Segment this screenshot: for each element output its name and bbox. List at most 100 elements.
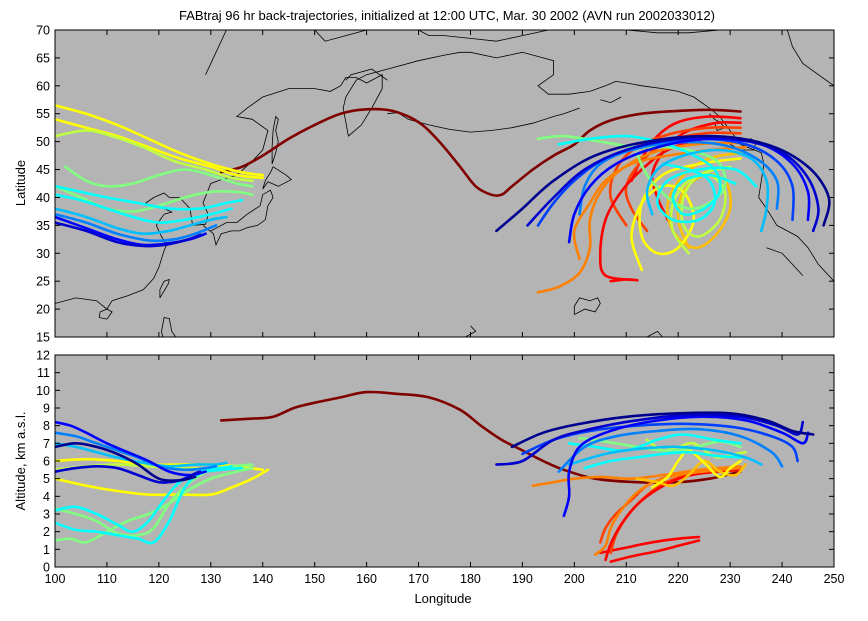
altitude-y-tick-label: 11 bbox=[37, 366, 50, 380]
altitude-y-tick-label: 2 bbox=[43, 525, 50, 539]
altitude-x-tick-label: 120 bbox=[148, 572, 169, 586]
map-trajectory-line-27 bbox=[55, 193, 233, 224]
altitude-x-tick-label: 190 bbox=[512, 572, 533, 586]
altitude-trajectory-line-30 bbox=[55, 420, 207, 477]
map-trajectory-line-13 bbox=[557, 134, 737, 216]
altitude-x-tick-label: 150 bbox=[304, 572, 325, 586]
altitude-trajectory-line-13 bbox=[567, 433, 742, 452]
map-y-axis: 15 20 25 30 35 40 45 50 55 60 65 70 bbox=[36, 24, 834, 345]
coastline-segment bbox=[600, 96, 622, 104]
map-panel-background bbox=[55, 30, 834, 337]
map-y-tick-label: 65 bbox=[36, 51, 50, 65]
map-trajectory-line-14 bbox=[656, 162, 758, 224]
map-trajectory-line-20 bbox=[495, 134, 831, 233]
map-panel: 15 20 25 30 35 40 45 50 55 60 65 70 Latitude bbox=[13, 24, 835, 345]
altitude-trajectory-line-16 bbox=[557, 427, 784, 473]
map-trajectory-line-21 bbox=[55, 104, 264, 177]
map-y-tick-label: 20 bbox=[36, 303, 50, 317]
coastline-segment bbox=[626, 30, 720, 34]
altitude-y-tick-label: 5 bbox=[43, 472, 50, 486]
altitude-y-axis-label: Altitude, km a.s.l. bbox=[13, 412, 28, 511]
map-trajectory-line-15 bbox=[645, 148, 770, 233]
coastline-segment bbox=[159, 278, 170, 299]
altitude-trajectory-line-20 bbox=[510, 411, 815, 449]
altitude-trajectory-line-19 bbox=[495, 413, 805, 466]
altitude-x-tick-label: 110 bbox=[97, 572, 117, 586]
altitude-x-tick-label: 170 bbox=[408, 572, 429, 586]
altitude-trajectory-line-8 bbox=[531, 465, 742, 487]
altitude-trajectory-line-18 bbox=[562, 415, 810, 518]
altitude-y-tick-label: 8 bbox=[43, 419, 50, 433]
altitude-x-tick-label: 160 bbox=[356, 572, 377, 586]
altitude-y-tick-label: 9 bbox=[43, 402, 50, 416]
coastline-segment bbox=[646, 330, 663, 337]
altitude-x-tick-label: 220 bbox=[668, 572, 689, 586]
coastline-segment bbox=[345, 68, 388, 81]
altitude-y-tick-label: 1 bbox=[43, 543, 50, 557]
coastline-segment bbox=[314, 30, 367, 42]
map-trajectory-line-18 bbox=[567, 137, 811, 244]
altitude-trajectory-line-32 bbox=[55, 442, 197, 482]
map-trajectory-line-11 bbox=[669, 165, 732, 255]
altitude-trajectories bbox=[55, 390, 815, 563]
map-trajectory-line-28 bbox=[55, 207, 228, 236]
map-y-tick-label: 50 bbox=[36, 135, 50, 149]
map-trajectory-line-26 bbox=[55, 185, 244, 211]
coastline-segment bbox=[573, 297, 601, 316]
altitude-x-tick-label: 180 bbox=[460, 572, 481, 586]
map-trajectory-line-23 bbox=[55, 129, 254, 182]
altitude-x-axis: 100 110 120 130 140 150 160 170 180 190 200 210 220 2… bbox=[45, 355, 845, 586]
altitude-x-tick-label: 210 bbox=[616, 572, 637, 586]
map-trajectories bbox=[55, 104, 831, 294]
map-panel-frame bbox=[54, 29, 835, 338]
map-trajectory-line-22 bbox=[55, 118, 264, 180]
map-y-tick-label: 70 bbox=[36, 24, 50, 38]
map-y-tick-label: 55 bbox=[36, 107, 50, 121]
coastline-segment bbox=[786, 30, 834, 87]
altitude-trajectory-line-31 bbox=[55, 465, 202, 484]
altitude-trajectory-line-28 bbox=[55, 442, 228, 468]
coastline-segment bbox=[709, 113, 726, 132]
altitude-y-tick-label: 0 bbox=[43, 561, 50, 575]
map-y-tick-label: 25 bbox=[36, 275, 50, 289]
altitude-x-tick-label: 230 bbox=[720, 572, 741, 586]
coastline-segment bbox=[161, 317, 177, 337]
altitude-trajectory-line-14 bbox=[583, 450, 742, 470]
altitude-y-tick-label: 10 bbox=[36, 384, 50, 398]
coastline-segment bbox=[387, 107, 580, 133]
altitude-trajectory-line-1 bbox=[219, 390, 742, 484]
map-y-tick-label: 45 bbox=[36, 163, 50, 177]
map-y-tick-label: 60 bbox=[36, 79, 50, 93]
coastline-segment bbox=[418, 30, 549, 42]
altitude-x-tick-label: 200 bbox=[564, 572, 585, 586]
altitude-x-tick-label: 130 bbox=[200, 572, 221, 586]
altitude-y-tick-label: 7 bbox=[43, 437, 50, 451]
altitude-y-tick-label: 6 bbox=[43, 455, 50, 469]
map-y-tick-label: 35 bbox=[36, 219, 50, 233]
altitude-trajectory-line-3 bbox=[599, 535, 701, 555]
x-axis-label: Longitude bbox=[414, 591, 471, 606]
altitude-x-tick-label: 240 bbox=[772, 572, 793, 586]
altitude-panel-background bbox=[55, 355, 834, 567]
map-trajectory-line-24 bbox=[64, 165, 254, 188]
altitude-trajectory-line-24 bbox=[55, 466, 254, 544]
map-y-tick-label: 30 bbox=[36, 247, 50, 261]
map-y-tick-label: 40 bbox=[36, 191, 50, 205]
altitude-trajectory-line-15 bbox=[567, 445, 763, 466]
altitude-x-tick-label: 100 bbox=[45, 572, 66, 586]
map-trajectory-line-25 bbox=[55, 185, 254, 213]
altitude-y-tick-label: 12 bbox=[36, 349, 50, 363]
altitude-trajectory-line-10 bbox=[650, 449, 742, 489]
altitude-y-tick-label: 4 bbox=[43, 490, 50, 504]
coastline-segment bbox=[766, 247, 804, 276]
coastline-segment bbox=[465, 325, 477, 337]
altitude-y-tick-label: 3 bbox=[43, 508, 50, 522]
coastline-segment bbox=[271, 115, 279, 165]
map-trajectory-line-12 bbox=[536, 134, 727, 211]
altitude-x-tick-label: 250 bbox=[824, 572, 845, 586]
coastline-segment bbox=[262, 166, 293, 190]
coastline-segment bbox=[205, 30, 227, 75]
altitude-x-tick-label: 140 bbox=[252, 572, 273, 586]
